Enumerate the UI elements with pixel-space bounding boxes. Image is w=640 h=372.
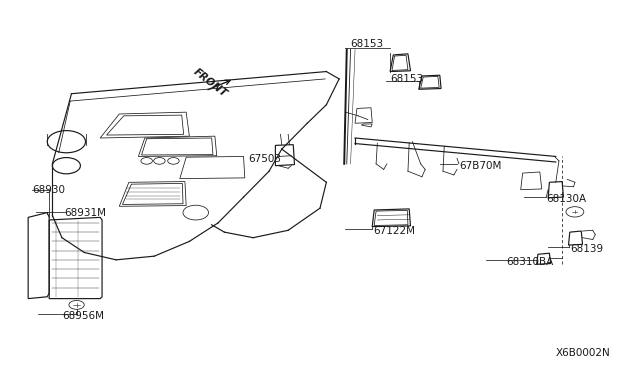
Text: 67503: 67503	[248, 154, 282, 164]
Text: 68153: 68153	[351, 39, 384, 49]
Text: 68956M: 68956M	[62, 311, 104, 321]
Text: 68139: 68139	[570, 244, 604, 254]
Text: X6B0002N: X6B0002N	[556, 348, 611, 358]
Text: 68930: 68930	[32, 185, 65, 195]
Text: 68310BA: 68310BA	[506, 257, 554, 267]
Text: 68153: 68153	[390, 74, 423, 84]
Text: 67B70M: 67B70M	[459, 161, 501, 171]
Text: 68130A: 68130A	[546, 194, 586, 204]
Text: FRONT: FRONT	[191, 67, 228, 99]
Text: 67122M: 67122M	[374, 226, 415, 236]
Text: 68931M: 68931M	[64, 208, 106, 218]
